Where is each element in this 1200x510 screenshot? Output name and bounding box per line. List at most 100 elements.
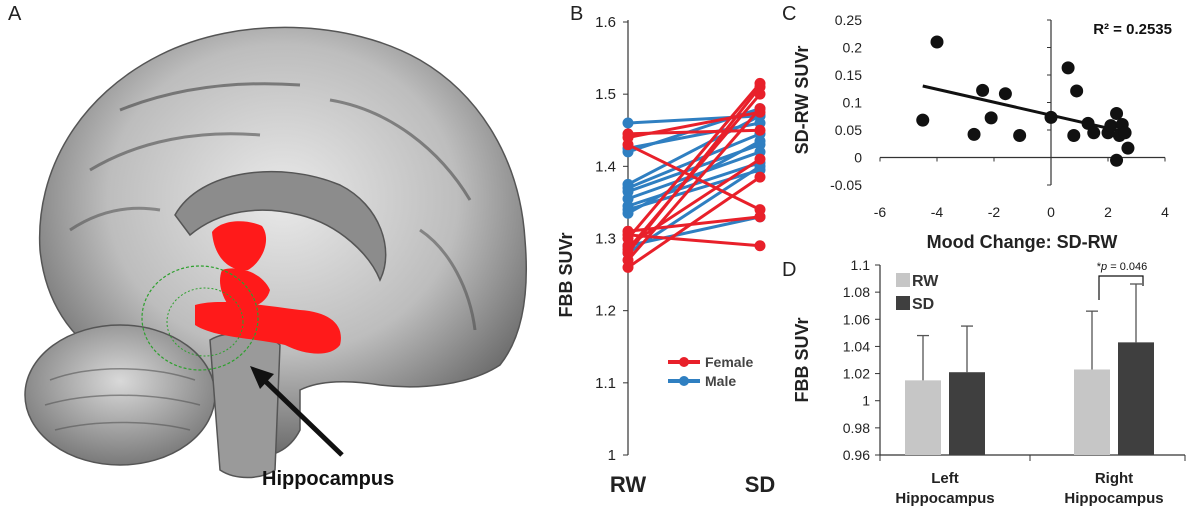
brain-sulcus-1 [119, 82, 301, 112]
panel-c-ytick-label: 0.15 [835, 67, 862, 83]
male-subject-line [627, 165, 761, 255]
bar-sd-right [1118, 342, 1154, 455]
female-point-sd [754, 124, 766, 136]
female-point-sd [754, 240, 766, 252]
female-point-sd [754, 171, 766, 183]
panel-b-ytick-label: 1.1 [595, 375, 616, 392]
hippocampus-roi-inner [166, 287, 244, 357]
scatter-point [976, 83, 990, 97]
panel-b: B FBB SUVr 1 1.1 1.2 1.3 1.4 1.5 1.6 RW SD Fem… [556, 3, 775, 497]
scatter-point [1070, 84, 1084, 98]
brain-sulcus-4 [69, 206, 161, 232]
scatter-point [1118, 126, 1132, 140]
bar-rw-right [1074, 369, 1110, 455]
panel-c-ylabel: SD-RW SUVr [792, 46, 812, 155]
legend-sd-swatch [896, 296, 910, 310]
panel-c-xlabel: Mood Change: SD-RW [927, 232, 1118, 252]
panel-b-ytick-label: 1.5 [595, 86, 616, 103]
panel-b-xtick-sd: SD [745, 472, 776, 497]
male-subject-line [627, 114, 761, 186]
scatter-point [1044, 110, 1058, 124]
panel-d-ytick-label: 0.98 [843, 420, 870, 436]
panel-b-letter: B [570, 3, 583, 25]
female-point-sd [754, 204, 766, 216]
female-point-rw [622, 128, 634, 140]
scatter-point [916, 113, 930, 127]
panel-a: A Hippocampus [8, 3, 528, 490]
female-subject-line [626, 93, 762, 251]
panel-d-ytick-label: 1.08 [843, 284, 870, 300]
panel-d-ytick-label: 1.02 [843, 366, 870, 382]
panel-b-ytick-label: 1.2 [595, 303, 616, 320]
legend-rw-swatch [896, 273, 910, 287]
panel-c-r2: R² = 0.2535 [1093, 21, 1172, 38]
female-point-sd [754, 106, 766, 118]
panel-d-letter: D [782, 259, 796, 281]
panel-d-xtick-right-1: Right [1095, 470, 1133, 487]
female-subject-line [627, 157, 761, 247]
panel-d-ytick-label: 0.96 [843, 447, 870, 463]
panel-c-ytick-label: 0.1 [843, 95, 863, 111]
corpus-callosum [174, 170, 387, 282]
panel-c-xtick-label: 2 [1104, 204, 1112, 220]
female-subject-line [627, 233, 761, 248]
scatter-point [1061, 61, 1075, 75]
panel-c-ytick-label: 0.2 [843, 40, 863, 56]
significance-label: *p = 0.046 [1097, 261, 1147, 273]
panel-d-xtick-right-2: Hippocampus [1064, 490, 1163, 507]
panel-b-ytick-label: 1 [608, 447, 616, 464]
significance-annotation: *p = 0.046 [1097, 261, 1147, 300]
scatter-point [1067, 129, 1081, 142]
bar-sd-left [949, 372, 985, 455]
significance-prefix: * [1097, 261, 1102, 273]
significance-bracket [1098, 275, 1144, 300]
panel-c-xtick-label: 0 [1047, 204, 1055, 220]
panel-c-ytick-label: 0.05 [835, 122, 862, 138]
panel-d-ytick-label: 1.04 [843, 338, 870, 354]
female-point-sd [754, 88, 766, 100]
cluster-mid [220, 268, 270, 308]
panel-a-letter: A [8, 3, 22, 25]
male-subject-line [627, 168, 761, 212]
panel-d-ytick-label: 1.1 [851, 257, 871, 273]
scatter-point [1087, 126, 1101, 140]
panel-d-xtick-left-2: Hippocampus [895, 490, 994, 507]
panel-d-ytick-label: 1 [862, 393, 870, 409]
legend-female-label: Female [705, 354, 753, 370]
brain-sulcus-3 [329, 98, 472, 201]
brain-sulcus-5 [419, 228, 477, 331]
legend-sd-label: SD [912, 296, 934, 313]
scatter-point [967, 127, 981, 141]
scatter-point [1110, 107, 1124, 120]
female-subject-line [627, 215, 761, 233]
male-point-rw [622, 117, 634, 129]
cerebellum-folia [44, 368, 201, 431]
panel-c-ytick-label: 0.25 [835, 12, 862, 28]
female-subject-line [627, 128, 761, 136]
panel-c-ytick-label: -0.05 [830, 177, 862, 193]
panel-d-axes: 0.96 0.98 1 1.02 1.04 1.06 1.08 1.1 [843, 257, 1186, 463]
male-subject-line [627, 215, 761, 248]
panel-b-ytick-label: 1.4 [595, 158, 616, 175]
female-point-sd [754, 77, 766, 89]
panel-c-xtick-label: -4 [931, 204, 944, 220]
bar-rw-left [905, 380, 941, 455]
panel-d-ytick-label: 1.06 [843, 311, 870, 327]
panel-c-xtick-label: -6 [874, 204, 887, 220]
scatter-point [1081, 116, 1095, 130]
scatter-point [1013, 129, 1027, 142]
significance-p: p [1100, 261, 1107, 273]
panel-c-letter: C [782, 3, 796, 25]
hippocampus-label: Hippocampus [262, 468, 394, 490]
legend-rw-label: RW [912, 273, 939, 290]
panel-c-trendline [922, 84, 1129, 135]
brain-sulcus-2 [89, 132, 261, 172]
scatter-point [984, 111, 998, 125]
panel-b-ylabel: FBB SUVr [556, 232, 576, 317]
hippocampus-arrowhead [250, 366, 274, 389]
panel-d-legend: RW SD [896, 273, 939, 313]
panel-d-ylabel: FBB SUVr [792, 317, 812, 402]
significance-value: = 0.046 [1107, 261, 1147, 273]
panel-d-plot [905, 283, 1154, 455]
